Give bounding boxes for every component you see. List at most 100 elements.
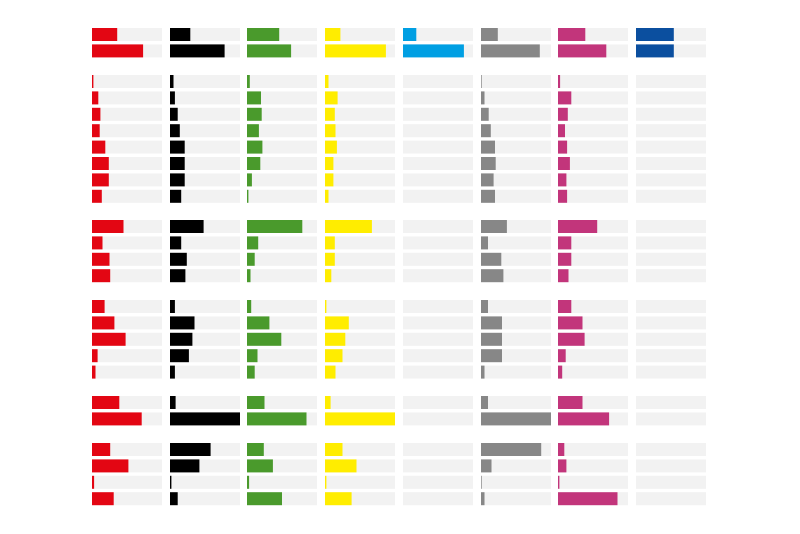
bar-track (403, 107, 473, 121)
bar (170, 412, 240, 426)
bar (558, 157, 570, 170)
bar-track (481, 157, 551, 170)
bar-track (92, 124, 162, 138)
bar (558, 124, 565, 138)
bar (170, 492, 178, 506)
bar (558, 492, 618, 506)
bar-track (636, 412, 706, 426)
bar (170, 91, 175, 105)
bar-track (92, 236, 162, 250)
bar (92, 443, 111, 456)
bar (92, 269, 111, 283)
bar (558, 475, 560, 489)
bar (170, 252, 187, 266)
bar-track (636, 300, 706, 313)
bar-track (92, 475, 162, 489)
bar (325, 316, 349, 330)
bar-track (481, 28, 551, 41)
bar-track (481, 475, 551, 489)
bar (481, 220, 507, 233)
bar-track (170, 140, 240, 154)
bar-track (325, 75, 395, 88)
bar (481, 475, 482, 489)
bar (170, 349, 189, 363)
bar (170, 157, 185, 170)
bar-track (325, 173, 395, 187)
bar (325, 300, 327, 313)
bar (325, 75, 329, 88)
bar (247, 300, 252, 313)
bar-track (170, 475, 240, 489)
bar (170, 124, 180, 138)
bar (247, 107, 262, 121)
bar-track (481, 173, 551, 187)
bar-track (481, 75, 551, 88)
bar-track (636, 124, 706, 138)
bar-track (636, 365, 706, 379)
bar-track (403, 475, 473, 489)
bar (481, 28, 498, 41)
bar (170, 173, 185, 187)
bar (481, 124, 491, 138)
bar (247, 332, 282, 346)
bar (481, 492, 485, 506)
bar (558, 91, 572, 105)
bar-track (92, 75, 162, 88)
bar-track (481, 300, 551, 313)
bar (247, 412, 307, 426)
bar (481, 252, 502, 266)
bar (481, 412, 551, 426)
bar (481, 91, 485, 105)
bar-track (170, 173, 240, 187)
bar (170, 44, 225, 58)
bar-track (92, 157, 162, 170)
bar (481, 396, 488, 409)
bar-track (403, 252, 473, 266)
bar (558, 140, 568, 154)
bar (170, 269, 186, 283)
bar-track (247, 107, 317, 121)
bar-track (92, 300, 162, 313)
bar (403, 44, 464, 58)
bar-track (92, 365, 162, 379)
bar (558, 396, 583, 409)
bar-track (247, 140, 317, 154)
bar-track (325, 189, 395, 203)
bar (170, 316, 195, 330)
bar-track (636, 492, 706, 506)
bar (558, 189, 568, 203)
bar (481, 316, 502, 330)
bar-track (325, 365, 395, 379)
bar (636, 44, 674, 58)
bar-track (170, 396, 240, 409)
bar-track (170, 91, 240, 105)
bar-track (325, 396, 395, 409)
bar-track (325, 91, 395, 105)
bar (247, 349, 258, 363)
bar-track (636, 316, 706, 330)
bar (325, 189, 329, 203)
bar-track (636, 107, 706, 121)
bar-track (247, 236, 317, 250)
bar-track (247, 300, 317, 313)
bar (325, 349, 343, 363)
bar-track (325, 300, 395, 313)
bar-track (170, 124, 240, 138)
bar-track (558, 349, 628, 363)
bar-track (636, 236, 706, 250)
bar-track (636, 269, 706, 283)
bar (558, 443, 565, 456)
bar-track (481, 459, 551, 473)
bar-track (170, 492, 240, 506)
bar-track (558, 459, 628, 473)
bar-track (170, 189, 240, 203)
bar (325, 157, 334, 170)
bar (481, 459, 492, 473)
bar-track (247, 365, 317, 379)
bar-track (481, 492, 551, 506)
bar-track (558, 300, 628, 313)
bar (558, 269, 569, 283)
bar-track (636, 349, 706, 363)
bar-track (636, 157, 706, 170)
bar-track (403, 269, 473, 283)
